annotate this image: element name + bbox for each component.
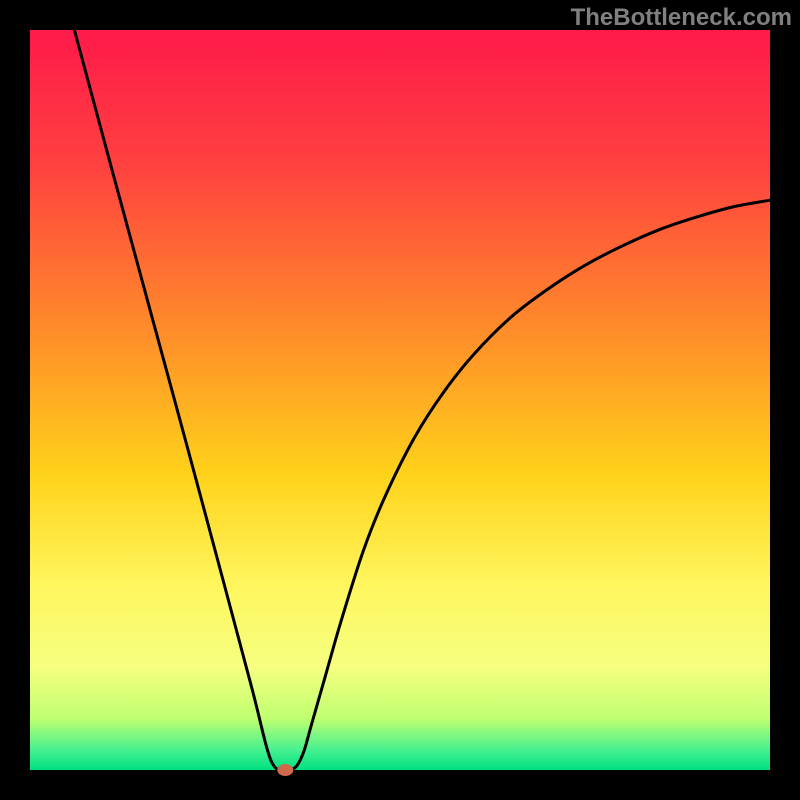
bottleneck-chart xyxy=(0,0,800,800)
plot-background xyxy=(30,30,770,770)
chart-root: TheBottleneck.com xyxy=(0,0,800,800)
watermark-text: TheBottleneck.com xyxy=(571,4,792,32)
optimal-point-marker xyxy=(277,764,293,776)
